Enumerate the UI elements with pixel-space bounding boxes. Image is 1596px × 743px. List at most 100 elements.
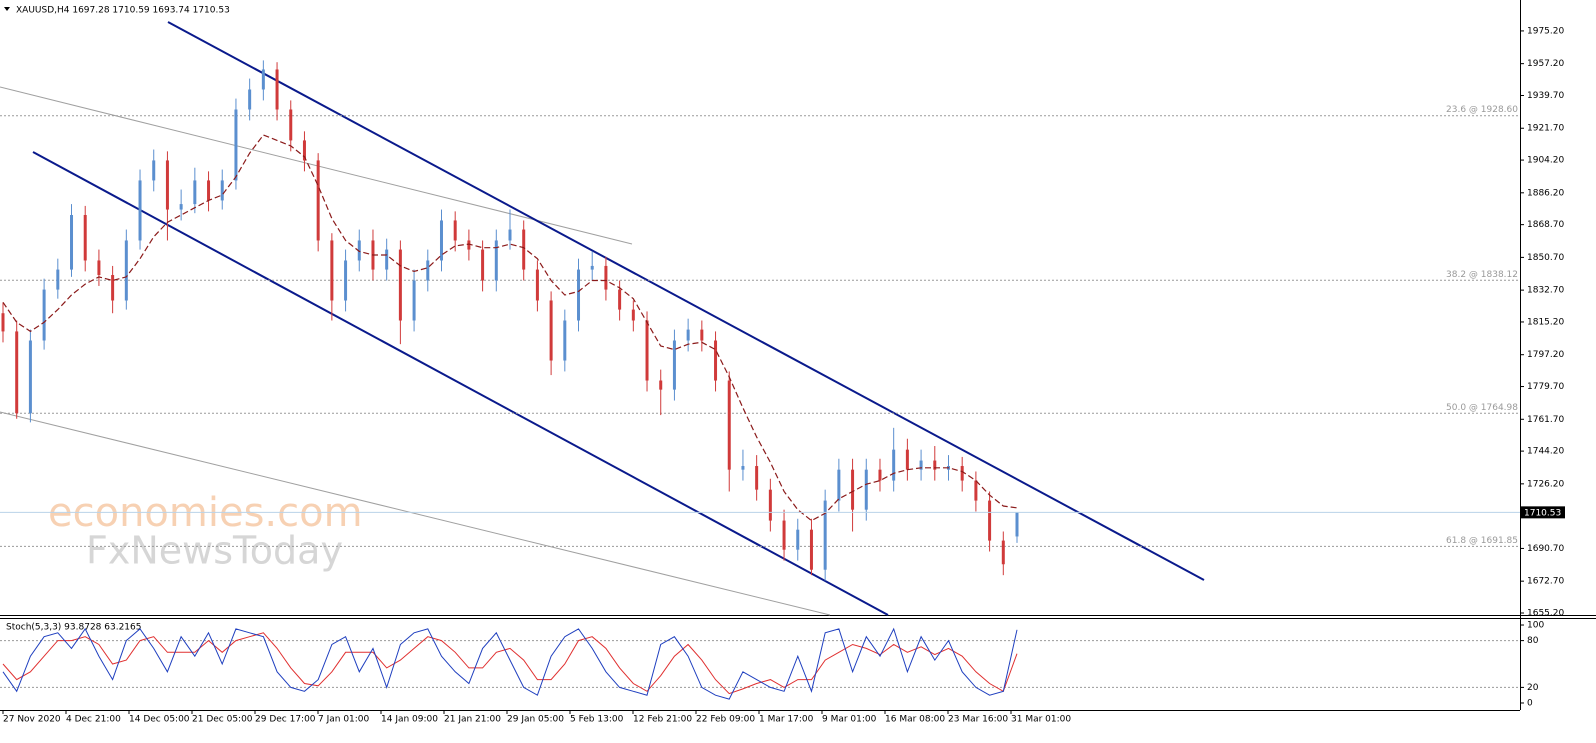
candle-body [645,320,649,381]
candle-body [412,280,416,321]
candle-body [535,269,539,301]
x-tick-label: 9 Mar 01:00 [822,715,877,725]
candle-body [357,240,361,261]
candle-body [494,240,498,281]
candle-body [549,300,553,361]
candle-body [316,160,320,241]
fib-label: 23.6 @ 1928.60 [1446,105,1518,115]
candle-body [659,380,663,390]
x-tick-label: 1 Mar 17:00 [759,715,814,725]
chart-title: XAUUSD,H4 1697.28 1710.59 1693.74 1710.5… [16,6,230,16]
y-tick-label: 1921.70 [1527,124,1564,134]
candle-body [289,109,293,141]
candle-body [714,340,718,381]
candle-body [631,309,635,321]
candle-body [453,220,457,241]
watermark: economies.com [48,490,363,536]
trendline [0,411,831,616]
candle-body [97,260,101,276]
candle-body [330,240,334,301]
candle-body [275,69,279,110]
watermark: FxNewsToday [86,529,343,573]
x-tick-label: 21 Jan 21:00 [444,715,501,725]
candle-body [577,269,581,321]
candle-body [823,500,827,570]
moving-average [2,134,1018,522]
candle-body [1001,540,1005,565]
candle-body [15,331,19,414]
candle-body [481,249,485,281]
fib-label: 61.8 @ 1691.85 [1446,536,1518,546]
candle-body [768,489,772,521]
channel-line [32,151,889,616]
x-tick-label: 5 Feb 13:00 [570,715,624,725]
candle-body [686,329,690,341]
stoch-tick-label: 80 [1527,636,1539,646]
candle-body [165,160,169,210]
candle-body [809,529,813,570]
candle-body [28,340,32,414]
candle-body [851,469,855,510]
stoch-tick-label: 20 [1527,683,1539,693]
candle-body [905,449,909,470]
candle-body [234,109,238,181]
candle-body [138,180,142,241]
x-tick-label: 12 Feb 21:00 [633,715,692,725]
fib-label: 50.0 @ 1764.98 [1446,403,1518,413]
y-tick-label: 1744.20 [1527,447,1564,457]
last-price-box [1521,506,1565,519]
candle-body [207,180,211,201]
y-tick-label: 1886.20 [1527,188,1564,198]
fib-label: 38.2 @ 1838.12 [1446,270,1518,280]
candle-body [426,260,430,281]
candle-body [741,466,745,470]
trendline [0,86,633,245]
y-tick-label: 1868.70 [1527,220,1564,230]
candle-body [988,500,992,541]
stoch-signal [2,632,1018,695]
x-tick-label: 14 Dec 05:00 [129,715,190,725]
stoch-tick-label: 0 [1527,698,1533,708]
x-tick-label: 21 Dec 05:00 [192,715,253,725]
menu-arrow [4,7,10,11]
plot: 1975.20 1957.20 1939.70 1921.70 1904.20 1886.… [0,26,1565,725]
candle-body [892,449,896,481]
candle-body [618,289,622,310]
candle-body [42,289,46,341]
x-tick-label: 7 Jan 01:00 [318,715,370,725]
candle-body [672,340,676,390]
candle-body [933,460,937,470]
x-tick-label: 4 Dec 21:00 [66,715,121,725]
candle-body [700,329,704,341]
y-tick-label: 1726.20 [1527,479,1564,489]
candle-body [439,220,443,261]
y-tick-label: 1655.20 [1527,608,1564,618]
x-tick-label: 22 Feb 09:00 [696,715,755,725]
candle-body [796,529,800,550]
candle-body [111,275,115,301]
last-price-label: 1710.53 [1524,508,1561,518]
y-tick-label: 1690.70 [1527,544,1564,554]
candle-body [755,466,759,490]
candle-body [248,89,252,110]
candle-body [70,215,74,270]
candle-body [302,140,306,161]
y-tick-label: 1975.20 [1527,26,1564,36]
candle-body [1,313,5,332]
candle-body [508,229,512,241]
x-tick-label: 27 Nov 2020 [3,715,61,725]
candle-body [261,69,265,90]
x-tick-label: 29 Jan 05:00 [507,715,564,725]
y-tick-label: 1815.20 [1527,317,1564,327]
candle-body [604,265,608,290]
y-tick-label: 1832.70 [1527,286,1564,296]
candle-body [385,249,389,270]
candle-body [878,469,882,481]
candle-body [398,249,402,321]
x-tick-label: 14 Jan 09:00 [381,715,438,725]
indicator-label: Stoch(5,3,3) 93.8728 63.2165 [6,623,141,633]
candle-body [1015,512,1019,537]
y-tick-label: 1957.20 [1527,59,1564,69]
